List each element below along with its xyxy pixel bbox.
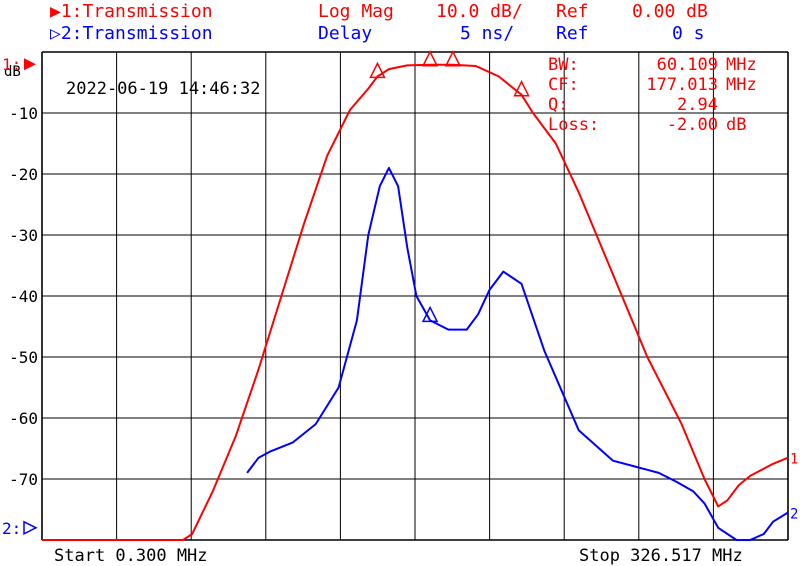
channel2-ref-value[interactable]: 0 s [672, 23, 705, 44]
channel2-format[interactable]: Delay [318, 23, 373, 44]
readout-loss-label: Loss: [548, 115, 599, 135]
ref-arrow-1-icon [24, 58, 36, 71]
readout-bw-unit: MHz [726, 55, 757, 75]
channel2-label[interactable]: ▷2:Transmission [50, 23, 213, 44]
y-tick-label: -20 [9, 165, 38, 184]
marker-6-icon[interactable] [513, 80, 530, 97]
marker-1-icon[interactable] [421, 50, 439, 67]
marker-3-icon[interactable] [444, 50, 462, 67]
y-tick-label: -30 [9, 226, 38, 245]
timestamp: 2022-06-19 14:46:32 [66, 79, 260, 99]
trace-end-label-2: 2 [790, 507, 798, 523]
readout-bw-label: BW: [548, 55, 579, 75]
trace-2[interactable] [246, 166, 789, 541]
channel1-scale[interactable]: 10.0 dB/ [436, 1, 523, 22]
y-tick-label: -40 [9, 287, 38, 306]
y-unit-label: dB [4, 64, 21, 80]
channel1-format[interactable]: Log Mag [318, 1, 394, 22]
readout-cf-unit: MHz [726, 75, 757, 95]
channel1-label[interactable]: ▶1:Transmission [50, 1, 213, 22]
readout-cf-value: 177.013 [646, 75, 718, 95]
trace-end-label-1: 1 [790, 452, 798, 468]
channel2-ref-label: Ref [556, 23, 589, 44]
readout-bw-value: 60.109 [657, 55, 718, 75]
ref-arrow-2-icon [23, 520, 38, 536]
y-tick-label: -60 [9, 409, 38, 428]
trace-1[interactable] [42, 63, 789, 541]
readout-cf-label: CF: [548, 75, 579, 95]
channel1-ref-label: Ref [556, 1, 589, 22]
readout-loss-unit: dB [726, 115, 746, 135]
ref-marker-1: 1: [2, 55, 21, 74]
channel1-ref-value[interactable]: 0.00 dB [632, 1, 708, 22]
channel2-scale[interactable]: 5 ns/ [460, 23, 515, 44]
readout-loss-value: -2.00 [667, 115, 718, 135]
marker-5-icon[interactable] [369, 61, 386, 79]
y-tick-label: -70 [9, 470, 38, 489]
readout-q-value: 2.94 [677, 95, 718, 115]
y-tick-label: -50 [9, 348, 38, 367]
ref-marker-2: 2: [2, 519, 21, 538]
marker-2-1-icon[interactable] [421, 305, 439, 323]
start-frequency[interactable]: Start 0.300 MHz [54, 546, 208, 566]
stop-frequency[interactable]: Stop 326.517 MHz [579, 546, 743, 566]
y-tick-label: -10 [9, 104, 38, 123]
readout-q-label: Q: [548, 95, 568, 115]
